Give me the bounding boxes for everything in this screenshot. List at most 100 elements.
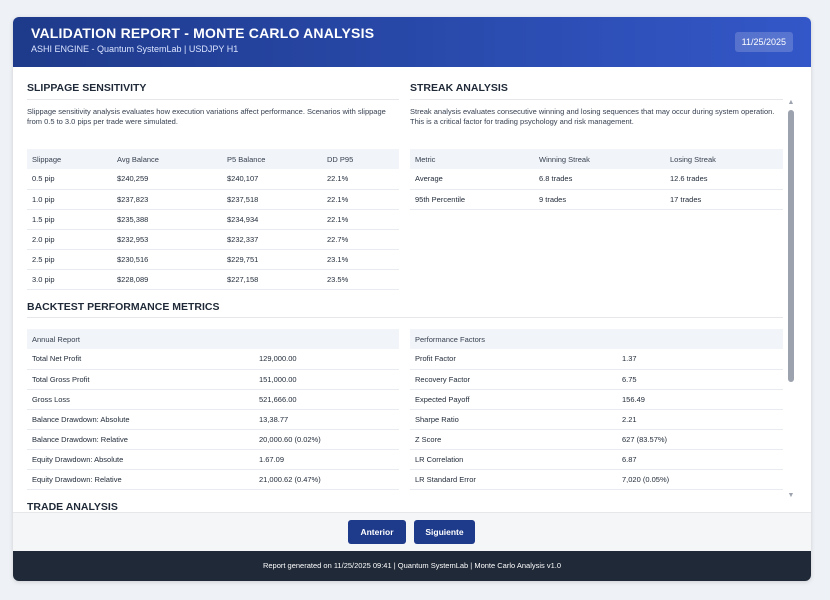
navigation-bar: Anterior Siguiente <box>13 512 811 551</box>
table-row: 2.0 pip $232,953 $232,337 22.7% <box>27 229 399 250</box>
table-row: Total Net Profit 129,000.00 <box>27 349 400 370</box>
column-header: Metric <box>410 149 534 169</box>
section-divider <box>27 317 783 318</box>
table-cell: 0.5 pip <box>27 169 112 190</box>
table-cell: 22.1% <box>322 189 399 210</box>
table-cell: 7,020 (0.05%) <box>617 469 783 490</box>
table-cell: Total Net Profit <box>27 349 254 370</box>
table-cell: 23.5% <box>322 269 399 290</box>
slippage-description: Slippage sensitivity analysis evaluates … <box>27 107 386 126</box>
table-row: Gross Loss 521,666.00 <box>27 389 400 410</box>
column-header: DD P95 <box>322 149 399 169</box>
table-row: 2.5 pip $230,516 $229,751 23.1% <box>27 249 399 270</box>
streak-table: Metric Winning Streak Losing Streak Averag… <box>410 149 783 210</box>
annual-report-header: Annual Report <box>27 329 400 349</box>
table-cell: 1.0 pip <box>27 189 112 210</box>
table-cell: $229,751 <box>222 249 322 270</box>
section-divider <box>410 99 783 100</box>
table-row: 3.0 pip $228,089 $227,158 23.5% <box>27 269 399 290</box>
table-cell: 627 (83.57%) <box>617 429 783 450</box>
performance-factors-table: Performance Factors Profit Factor 1.37 Rec… <box>410 329 783 490</box>
table-cell: 129,000.00 <box>254 349 400 370</box>
backtest-section-title: BACKTEST PERFORMANCE METRICS <box>27 301 220 313</box>
report-content[interactable]: SLIPPAGE SENSITIVITY Slippage sensitivit… <box>13 67 811 512</box>
column-header: Losing Streak <box>665 149 783 169</box>
table-row: Profit Factor 1.37 <box>410 349 783 370</box>
table-cell: 1.37 <box>617 349 783 370</box>
previous-button[interactable]: Anterior <box>348 520 406 544</box>
slippage-table: Slippage Avg Balance P5 Balance DD P95 0.5 … <box>27 149 399 290</box>
table-cell: 23.1% <box>322 249 399 270</box>
report-header: VALIDATION REPORT - MONTE CARLO ANALYSIS… <box>13 17 811 67</box>
table-row: 1.5 pip $235,388 $234,934 22.1% <box>27 209 399 230</box>
table-cell: Equity Drawdown: Absolute <box>27 449 254 470</box>
table-row: Average 6.8 trades 12.6 trades <box>410 169 783 190</box>
table-cell: 151,000.00 <box>254 369 400 390</box>
table-cell: Z Score <box>410 429 617 450</box>
table-cell: Gross Loss <box>27 389 254 410</box>
table-row: Total Gross Profit 151,000.00 <box>27 369 400 390</box>
table-header-row: Slippage Avg Balance P5 Balance DD P95 <box>27 149 399 169</box>
slippage-section-title: SLIPPAGE SENSITIVITY <box>27 82 147 94</box>
vertical-scrollbar[interactable]: ▲ ▼ <box>786 94 796 509</box>
report-subtitle: ASHI ENGINE - Quantum SystemLab | USDJPY… <box>31 44 239 54</box>
scroll-down-arrow-icon[interactable]: ▼ <box>787 492 795 499</box>
table-row: Z Score 627 (83.57%) <box>410 429 783 450</box>
table-cell: 156.49 <box>617 389 783 410</box>
table-cell: 22.7% <box>322 229 399 250</box>
table-row: Equity Drawdown: Relative 21,000.62 (0.47… <box>27 469 400 490</box>
table-row: Balance Drawdown: Absolute 13,38.77 <box>27 409 400 430</box>
column-header: Slippage <box>27 149 112 169</box>
table-cell: 2.21 <box>617 409 783 430</box>
table-cell: 13,38.77 <box>254 409 400 430</box>
next-button[interactable]: Siguiente <box>414 520 475 544</box>
date-badge: 11/25/2025 <box>734 32 793 52</box>
table-row: LR Correlation 6.87 <box>410 449 783 470</box>
table-cell: $240,107 <box>222 169 322 190</box>
table-cell: 6.8 trades <box>534 169 665 190</box>
table-cell: $232,337 <box>222 229 322 250</box>
table-row: Equity Drawdown: Absolute 1.67.09 <box>27 449 400 470</box>
scroll-up-arrow-icon[interactable]: ▲ <box>787 99 795 106</box>
report-card: VALIDATION REPORT - MONTE CARLO ANALYSIS… <box>13 17 811 581</box>
table-cell: $234,934 <box>222 209 322 230</box>
section-divider <box>27 99 399 100</box>
annual-report-table: Annual Report Total Net Profit 129,000.00… <box>27 329 400 490</box>
table-cell: Average <box>410 169 534 190</box>
scrollbar-thumb[interactable] <box>788 110 794 382</box>
column-header: Winning Streak <box>534 149 665 169</box>
table-cell: 2.0 pip <box>27 229 112 250</box>
table-cell: $235,388 <box>112 209 222 230</box>
table-cell: $227,158 <box>222 269 322 290</box>
table-cell: Total Gross Profit <box>27 369 254 390</box>
report-title: VALIDATION REPORT - MONTE CARLO ANALYSIS <box>31 25 375 41</box>
table-cell: $232,953 <box>112 229 222 250</box>
table-cell: Balance Drawdown: Absolute <box>27 409 254 430</box>
table-cell: $237,823 <box>112 189 222 210</box>
table-cell: Sharpe Ratio <box>410 409 617 430</box>
table-cell: $237,518 <box>222 189 322 210</box>
column-header: Avg Balance <box>112 149 222 169</box>
table-cell: 1.67.09 <box>254 449 400 470</box>
table-header-row: Metric Winning Streak Losing Streak <box>410 149 783 169</box>
report-footer: Report generated on 11/25/2025 09:41 | Q… <box>13 551 811 581</box>
table-row: Expected Payoff 156.49 <box>410 389 783 410</box>
table-cell: 20,000.60 (0.02%) <box>254 429 400 450</box>
table-cell: 17 trades <box>665 189 783 210</box>
table-cell: 3.0 pip <box>27 269 112 290</box>
table-cell: Equity Drawdown: Relative <box>27 469 254 490</box>
table-cell: $230,516 <box>112 249 222 270</box>
table-cell: 2.5 pip <box>27 249 112 270</box>
table-cell: 22.1% <box>322 209 399 230</box>
table-cell: LR Correlation <box>410 449 617 470</box>
streak-description: Streak analysis evaluates consecutive wi… <box>410 107 775 126</box>
table-cell: $228,089 <box>112 269 222 290</box>
table-cell: $240,259 <box>112 169 222 190</box>
table-cell: 9 trades <box>534 189 665 210</box>
table-row: Recovery Factor 6.75 <box>410 369 783 390</box>
table-cell: Balance Drawdown: Relative <box>27 429 254 450</box>
table-cell: 21,000.62 (0.47%) <box>254 469 400 490</box>
table-row: Sharpe Ratio 2.21 <box>410 409 783 430</box>
trade-analysis-section-title: TRADE ANALYSIS <box>27 501 118 512</box>
table-row: 1.0 pip $237,823 $237,518 22.1% <box>27 189 399 210</box>
